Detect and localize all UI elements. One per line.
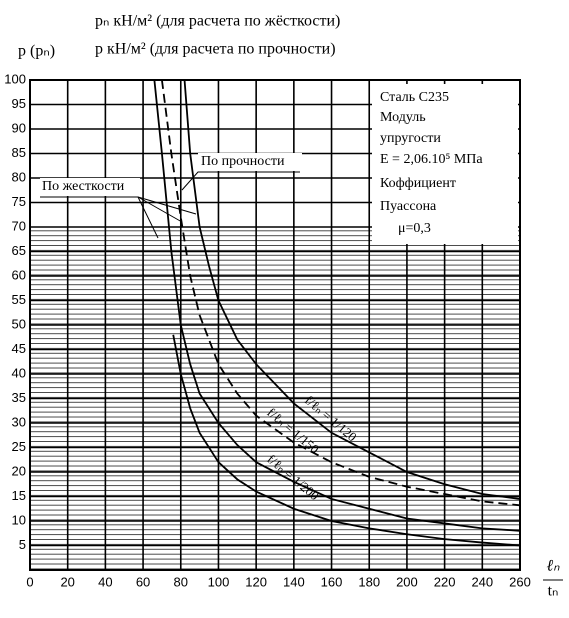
y-tick-label: 90	[12, 120, 26, 135]
y-tick-label: 70	[12, 218, 26, 233]
y-tick-label: 5	[19, 537, 26, 552]
curve	[172, 334, 521, 547]
x-tick-label: 200	[396, 574, 418, 589]
y-tick-label: 25	[12, 439, 26, 454]
y-tick-label: 45	[12, 341, 26, 356]
x-tick-label: 160	[321, 574, 343, 589]
x-tick-label: 180	[358, 574, 380, 589]
box-line: Модуль	[380, 110, 426, 125]
curve	[183, 79, 521, 500]
y-tick-label: 55	[12, 292, 26, 307]
plot-frame	[29, 79, 521, 571]
box-line: упругости	[380, 131, 441, 146]
y-tick-label: 15	[12, 488, 26, 503]
y-tick-label: 40	[12, 365, 26, 380]
stiffness-label: По жесткости	[42, 179, 125, 194]
info-text: Сталь С235 Модуль упругости E = 2,06.10⁵…	[380, 90, 483, 236]
x-tick-label: 220	[434, 574, 456, 589]
x-label-den: tₙ	[548, 583, 559, 600]
curve	[153, 79, 521, 532]
y-tick-label: 35	[12, 390, 26, 405]
x-tick-label: 40	[98, 574, 112, 589]
info-box	[372, 84, 518, 244]
x-tick-label: 60	[136, 574, 150, 589]
y-tick-label: 65	[12, 243, 26, 258]
x-tick-label: 240	[471, 574, 493, 589]
x-tick-label: 260	[509, 574, 531, 589]
x-tick-label: 0	[26, 574, 33, 589]
y-tick-label: 95	[12, 96, 26, 111]
label-bg	[198, 153, 302, 171]
box-line: E = 2,06.10⁵ МПа	[380, 152, 483, 167]
curve	[161, 79, 521, 507]
strength-label: По прочности	[201, 154, 285, 169]
y-tick-label: 30	[12, 414, 26, 429]
y-tick-label: 20	[12, 463, 26, 478]
box-line: Сталь С235	[380, 90, 449, 105]
arrow	[181, 171, 300, 191]
box-line: μ=0,3	[398, 221, 431, 236]
y-tick-label: 85	[12, 145, 26, 160]
y-tick-label: 80	[12, 169, 26, 184]
x-tick-label: 140	[283, 574, 305, 589]
x-label-num: ℓₙ	[546, 558, 560, 575]
y-tick-label: 10	[12, 512, 26, 527]
box-line: Коффициент	[380, 176, 456, 191]
header-line: pₙ кН/м² (для расчета по жёсткости)	[95, 13, 340, 30]
x-tick-label: 20	[60, 574, 74, 589]
y-tick-label: 75	[12, 194, 26, 209]
y-tick-label: 60	[12, 267, 26, 282]
y-tick-label: 100	[4, 71, 26, 86]
x-tick-label: 120	[245, 574, 267, 589]
label-bg	[40, 178, 140, 196]
x-tick-label: 100	[208, 574, 230, 589]
y-axis-label: p (pₙ)	[18, 43, 55, 60]
box-line: Пуассона	[380, 199, 437, 214]
y-tick-label: 50	[12, 316, 26, 331]
header-line: p кН/м² (для расчета по прочности)	[95, 41, 336, 58]
arrow	[137, 196, 183, 223]
x-tick-label: 80	[174, 574, 188, 589]
